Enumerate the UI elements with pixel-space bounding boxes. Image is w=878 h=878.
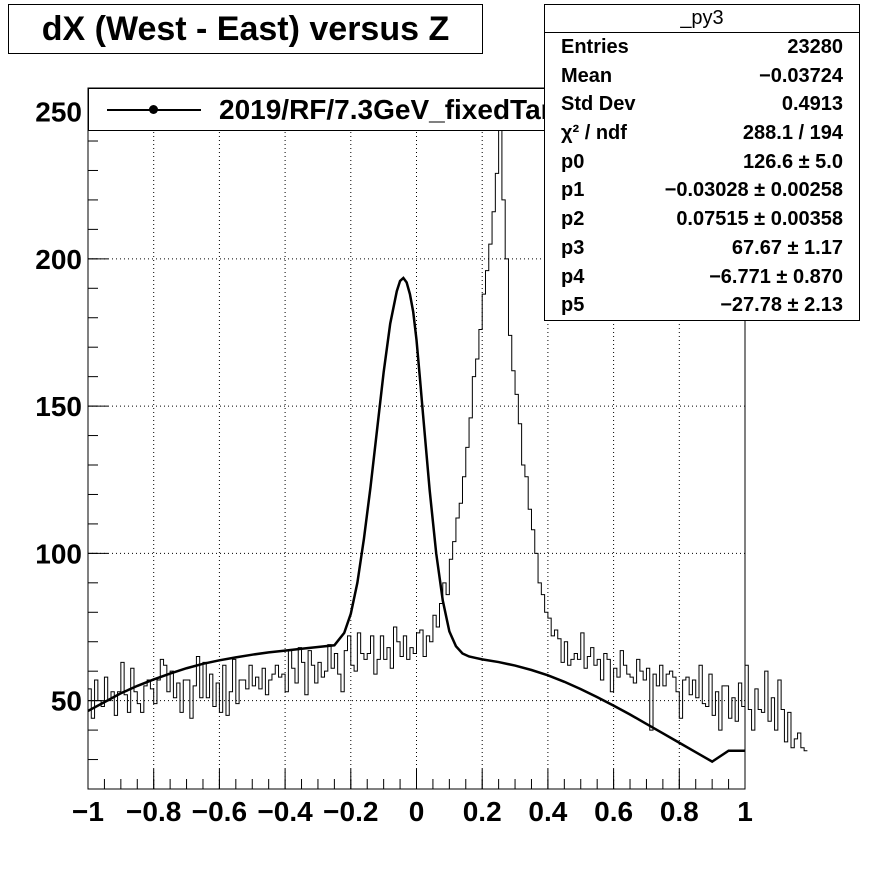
stats-row: p3 67.67 ± 1.17: [545, 234, 859, 263]
stats-row: p0 126.6 ± 5.0: [545, 148, 859, 177]
x-tick-label: −0.2: [323, 796, 378, 827]
stats-label: p5: [561, 294, 585, 317]
histogram-outline: [88, 87, 808, 752]
x-tick-label: −0.8: [126, 796, 181, 827]
stats-row: Std Dev 0.4913: [545, 90, 859, 119]
chart-title: dX (West - East) versus Z: [41, 9, 450, 48]
x-tick-label: −0.6: [192, 796, 247, 827]
x-tick-label: −0.4: [257, 796, 313, 827]
x-tick-label: 0: [409, 796, 425, 827]
stats-row: χ² / ndf 288.1 / 194: [545, 119, 859, 148]
chart-title-box: dX (West - East) versus Z: [8, 4, 483, 54]
stats-label: p0: [561, 150, 585, 173]
stats-label: p4: [561, 265, 585, 288]
stats-row: p2 0.07515 ± 0.00358: [545, 205, 859, 234]
x-tick-label: 0.2: [463, 796, 502, 827]
stats-label: p3: [561, 236, 585, 259]
stats-value: 0.07515 ± 0.00358: [676, 208, 843, 231]
stats-row: p4 −6.771 ± 0.870: [545, 263, 859, 292]
stats-row: p5 −27.78 ± 2.13: [545, 291, 859, 320]
legend-marker: [99, 88, 209, 131]
stats-value: 126.6 ± 5.0: [743, 150, 843, 173]
legend-label: 2019/RF/7.3GeV_fixedTarget: [219, 93, 594, 125]
stats-row: p1 −0.03028 ± 0.00258: [545, 176, 859, 205]
y-tick-label: 200: [35, 244, 82, 275]
stats-value: −0.03028 ± 0.00258: [664, 179, 843, 202]
stats-value: 23280: [787, 36, 843, 58]
stats-value: −27.78 ± 2.13: [720, 294, 843, 317]
fit-curve: [87, 276, 745, 764]
stats-row: Entries 23280: [545, 33, 859, 62]
y-tick-label: 100: [35, 538, 82, 569]
stats-label: p1: [561, 179, 585, 202]
legend: 2019/RF/7.3GeV_fixedTarget: [88, 88, 614, 131]
x-axis: −1 −0.8 −0.6 −0.4 −0.2 0 0.2 0.4 0.6 0.8 1: [72, 769, 753, 827]
stats-value: 288.1 / 194: [742, 122, 843, 145]
stats-box: _py3 Entries 23280 Mean −0.03724 Std Dev…: [544, 4, 860, 321]
stats-title: _py3: [545, 5, 859, 33]
y-tick-label: 150: [35, 391, 82, 422]
histogram: [88, 87, 808, 752]
legend-dot: [149, 105, 158, 114]
y-tick-label: 250: [35, 97, 82, 128]
stats-label: Mean: [561, 64, 613, 87]
x-tick-label: 1: [737, 796, 753, 827]
stats-row: Mean −0.03724: [545, 62, 859, 91]
x-tick-label: 0.4: [528, 796, 567, 827]
y-tick-label: 50: [51, 686, 82, 717]
x-tick-label: −1: [72, 796, 104, 827]
y-axis: 50 100 150 200 250: [35, 97, 108, 761]
x-tick-label: 0.6: [594, 796, 633, 827]
stats-value: 0.4913: [781, 93, 843, 116]
fit-line: [87, 276, 745, 764]
stats-label: χ² / ndf: [561, 122, 627, 145]
stats-label: Std Dev: [561, 93, 636, 116]
stats-value: −0.03724: [759, 64, 843, 87]
stats-label: p2: [561, 208, 585, 231]
stats-value: −6.771 ± 0.870: [709, 265, 843, 288]
x-tick-label: 0.8: [660, 796, 699, 827]
stats-value: 67.67 ± 1.17: [731, 236, 843, 259]
stats-label: Entries: [561, 36, 629, 58]
